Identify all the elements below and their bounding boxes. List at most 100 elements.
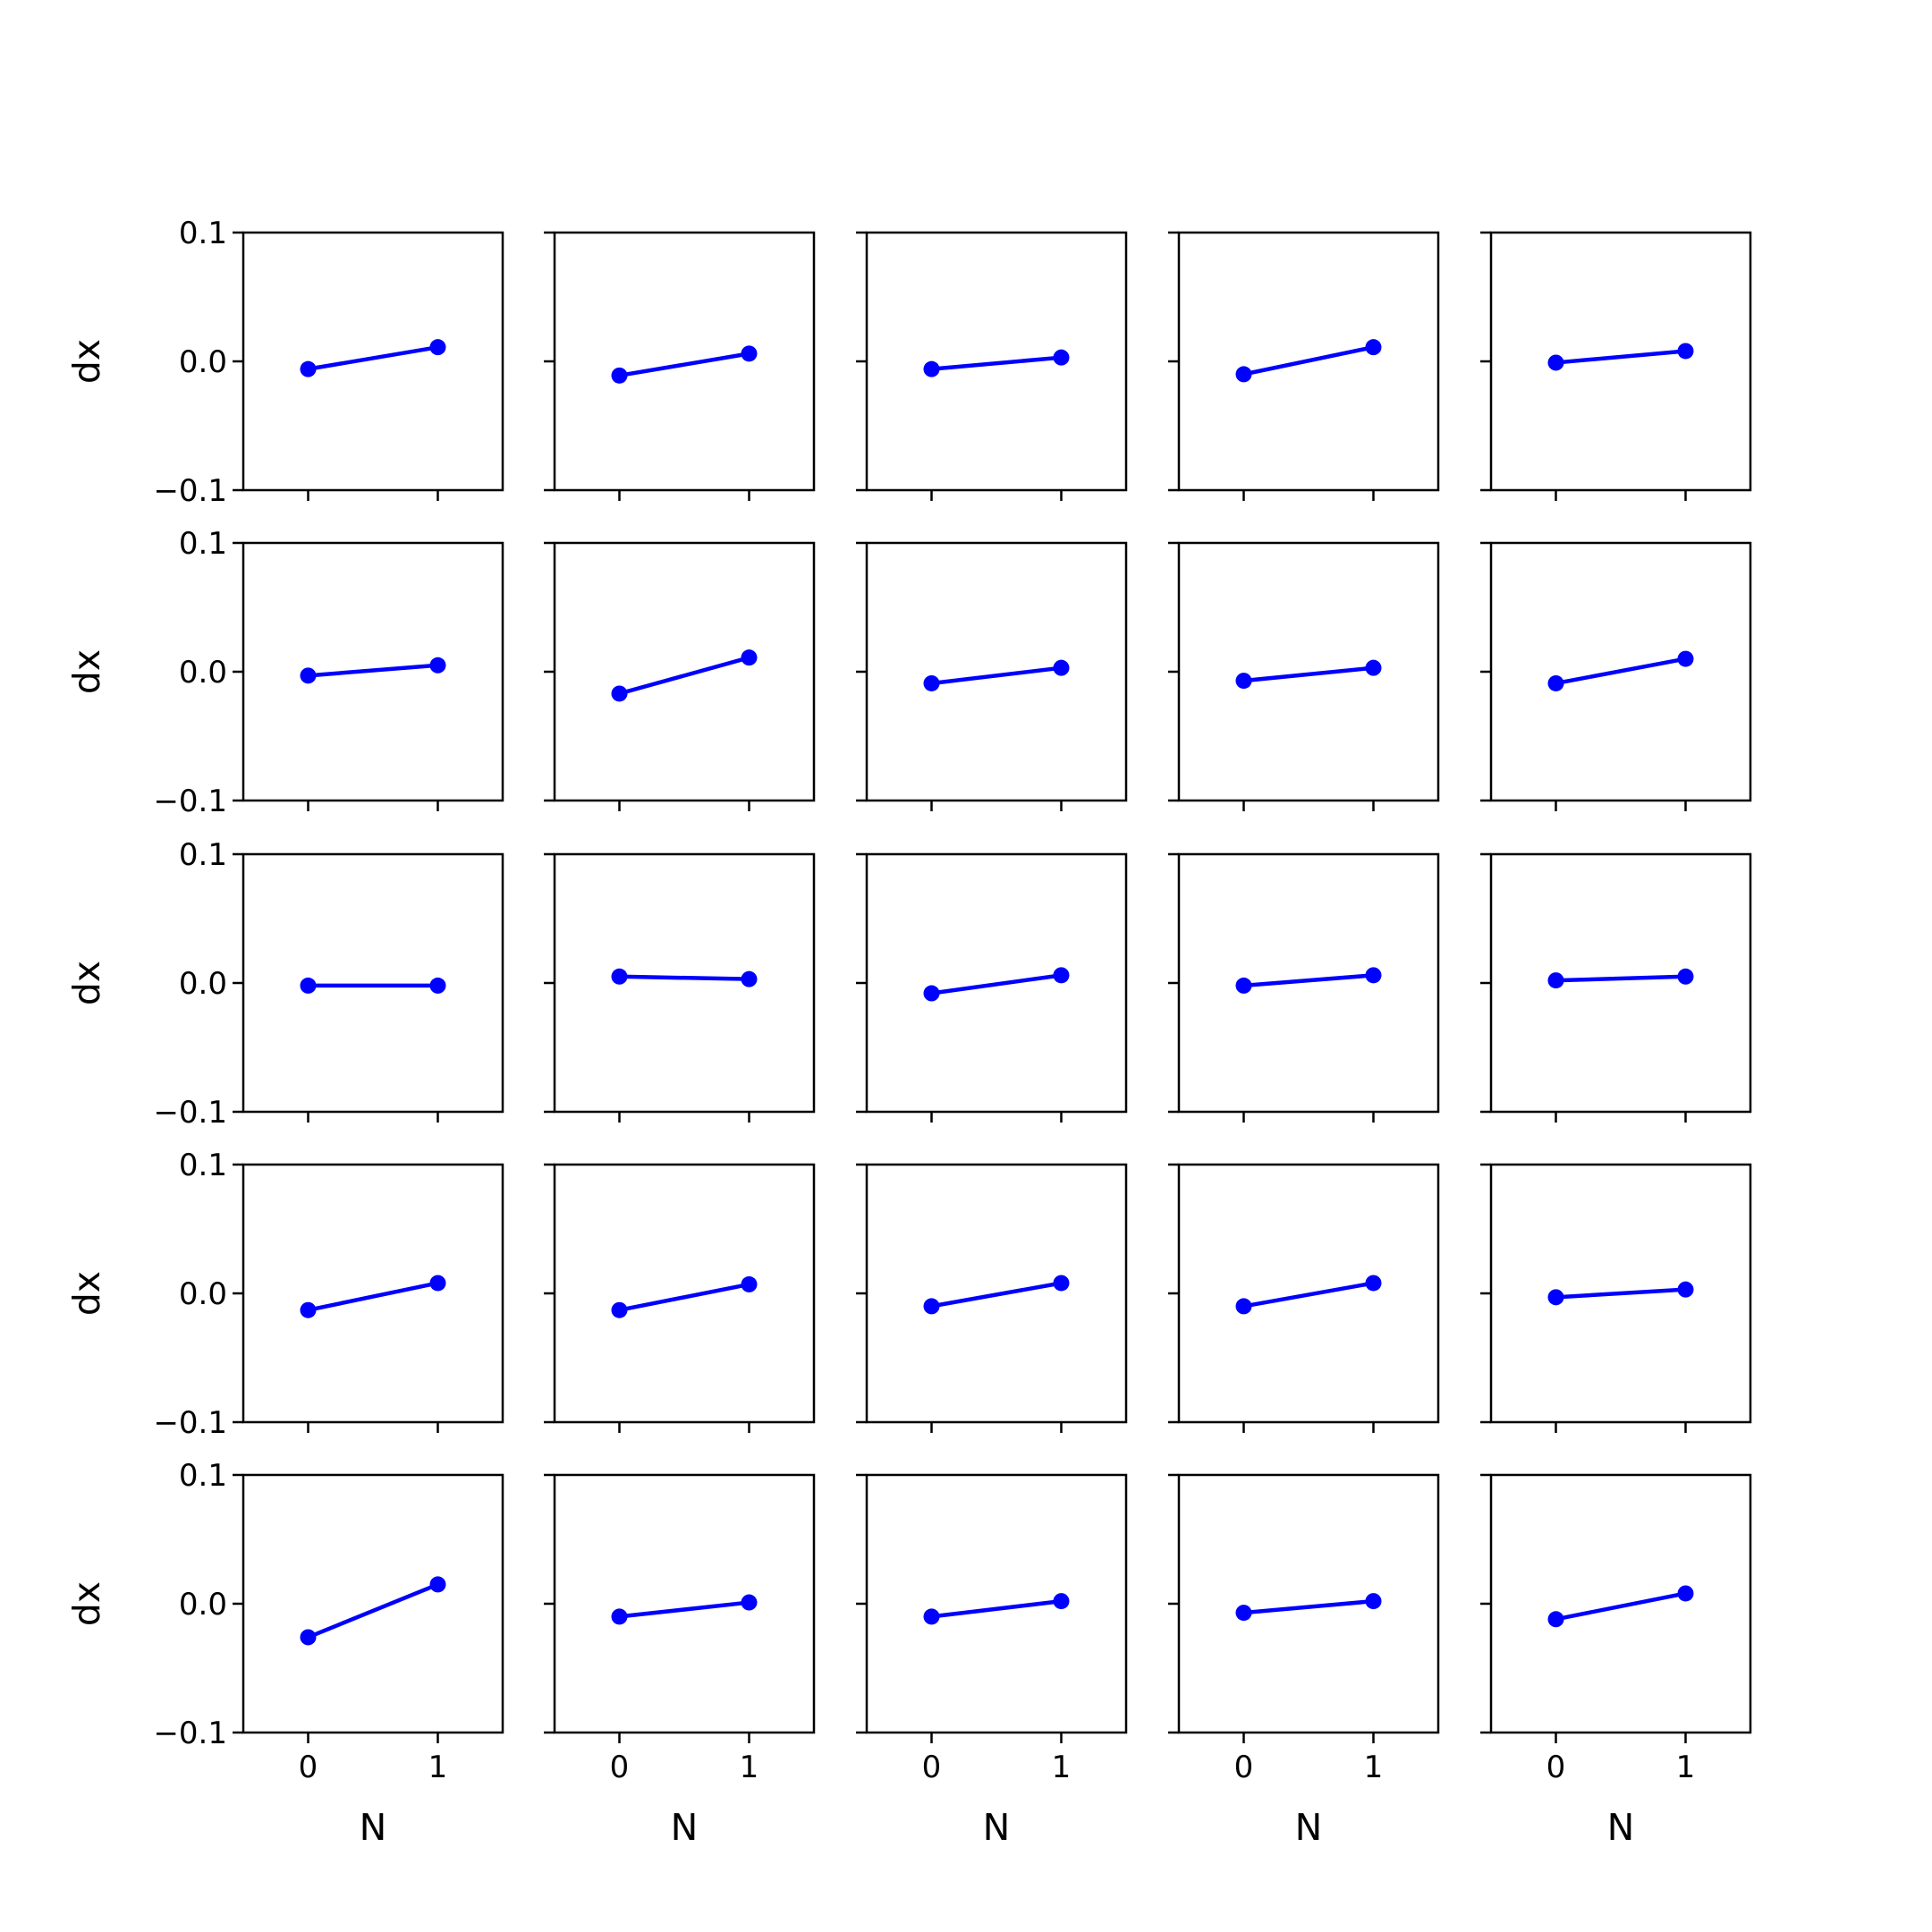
panel-r1c1-point-1 — [741, 649, 758, 666]
panel-r4c0-ylabel: dx — [65, 1581, 108, 1626]
panel-r0c2 — [856, 231, 1128, 501]
panel-r0c2-point-0 — [923, 360, 940, 377]
panel-r3c3-series-line — [1243, 1281, 1374, 1309]
panel-r0c0-series-line — [308, 344, 438, 371]
panel-r4c1-point-0 — [611, 1608, 628, 1625]
panel-r1c3-point-0 — [1235, 673, 1252, 690]
panel-r3c1-point-1 — [741, 1275, 758, 1292]
panel-r3c4-point-0 — [1547, 1289, 1564, 1306]
panel-r4c4-xtick-label: 0 — [1546, 1750, 1566, 1785]
panel-r2c1-point-1 — [741, 970, 758, 987]
panel-r1c2-point-0 — [923, 674, 940, 691]
panel-r4c3-point-0 — [1235, 1605, 1252, 1622]
panel-r0c4-point-1 — [1677, 343, 1694, 360]
panel-r1c3-series-line — [1243, 665, 1374, 683]
panel-r2c2-point-1 — [1053, 967, 1070, 984]
panel-r0c1-frame — [553, 231, 816, 492]
panel-r4c2-xtick-label: 1 — [1052, 1750, 1072, 1785]
panel-r4c2-series-line — [931, 1598, 1062, 1619]
panel-r1c2-frame — [865, 541, 1128, 802]
panel-r1c1-point-0 — [611, 685, 628, 702]
panel-r1c3-frame — [1177, 541, 1440, 802]
panel-r3c1 — [544, 1163, 816, 1433]
panel-r4c3-xtick-label: 0 — [1234, 1750, 1254, 1785]
panel-r2c4-frame — [1489, 852, 1752, 1114]
panel-r0c3-point-0 — [1235, 366, 1252, 383]
panel-r2c4 — [1480, 852, 1752, 1123]
panel-r0c0-ytick-label: −0.1 — [153, 473, 227, 509]
panel-r4c2: 0 1 N — [856, 1473, 1128, 1849]
panel-r4c1-point-1 — [741, 1594, 758, 1611]
panel-r2c0: 0.1 0.0 −0.1 dx — [65, 837, 504, 1131]
panel-r0c0-point-0 — [300, 360, 317, 377]
panel-r1c0: 0.1 0.0 −0.1 dx — [65, 526, 504, 819]
panel-r1c4 — [1480, 541, 1752, 811]
panel-r0c4-series-line — [1555, 349, 1686, 365]
panel-r1c0-series-line — [308, 663, 438, 678]
panel-r4c0-point-0 — [300, 1629, 317, 1646]
panel-r3c0-series-line — [308, 1281, 438, 1312]
panel-r3c0-frame — [242, 1163, 504, 1424]
panel-r4c0-xtick-label: 1 — [428, 1750, 448, 1785]
panel-r0c0-ytick-label: 0.1 — [179, 216, 227, 251]
panel-r1c1-series-line — [618, 655, 750, 696]
panel-r3c0-ytick-label: −0.1 — [153, 1405, 227, 1441]
panel-r0c0-point-1 — [429, 339, 446, 356]
panel-r3c3 — [1168, 1163, 1440, 1433]
panel-r3c1-series-line — [619, 1282, 750, 1312]
panel-r4c0-ytick-label: −0.1 — [153, 1716, 227, 1751]
panel-r4c3: 0 1 N — [1168, 1473, 1440, 1849]
panel-r3c0-ylabel: dx — [65, 1271, 108, 1316]
panel-r4c2-frame — [865, 1473, 1128, 1734]
panel-r0c2-series-line — [931, 355, 1062, 371]
panel-r0c0-ylabel: dx — [65, 339, 108, 384]
panel-r3c0-ytick-label: 0.1 — [179, 1148, 227, 1183]
panel-r4c1-series-line — [619, 1600, 750, 1619]
panel-r2c0-point-0 — [300, 977, 317, 994]
panel-r4c3-point-1 — [1365, 1593, 1382, 1610]
panel-r1c4-point-1 — [1677, 650, 1694, 667]
panel-r3c0-ytick-label: 0.0 — [179, 1276, 227, 1312]
panel-r4c1-xtick-label: 0 — [610, 1750, 630, 1785]
panel-r4c0-point-1 — [429, 1576, 446, 1593]
panel-r0c3-series-line — [1243, 344, 1374, 377]
panel-r3c1-point-0 — [611, 1301, 628, 1318]
panel-r2c3-frame — [1177, 852, 1440, 1114]
panel-r0c3-point-1 — [1365, 339, 1382, 356]
panel-r0c4 — [1480, 231, 1752, 501]
panel-r4c4-series-line — [1555, 1591, 1686, 1622]
panel-r2c3-series-line — [1243, 973, 1374, 988]
panel-r3c0-point-1 — [429, 1275, 446, 1292]
panel-r2c4-point-1 — [1677, 968, 1694, 985]
panel-r1c4-series-line — [1555, 657, 1686, 686]
panel-r1c0-ytick-label: 0.1 — [179, 526, 227, 562]
panel-r4c4-xtick-label: 1 — [1676, 1750, 1696, 1785]
panel-r4c4-frame — [1489, 1473, 1752, 1734]
panel-r2c1-point-0 — [611, 968, 628, 985]
panel-r3c2-point-0 — [923, 1298, 940, 1315]
panel-r4c0-ytick-label: 0.1 — [179, 1458, 227, 1494]
panel-r2c4-series-line — [1555, 974, 1686, 983]
panel-r4c2-point-1 — [1053, 1593, 1070, 1610]
panel-r4c0-frame — [242, 1473, 504, 1734]
panel-r4c0: 0.1 0.0 −0.1 0 1 dx N — [65, 1458, 504, 1849]
panel-r3c0: 0.1 0.0 −0.1 dx — [65, 1148, 504, 1441]
panel-r0c4-frame — [1489, 231, 1752, 492]
panel-r2c0-frame — [242, 852, 504, 1114]
panel-r0c0-frame — [242, 231, 504, 492]
panel-r2c1-frame — [553, 852, 816, 1114]
panel-r1c0-ytick-label: −0.1 — [153, 784, 227, 819]
panel-r1c3-point-1 — [1365, 659, 1382, 676]
panel-r2c3 — [1168, 852, 1440, 1123]
panel-r1c1 — [544, 541, 816, 811]
panel-r1c2-point-1 — [1053, 659, 1070, 676]
panel-r0c1 — [544, 231, 816, 501]
panel-r3c3-point-1 — [1365, 1275, 1382, 1292]
panel-r1c0-ytick-label: 0.0 — [179, 655, 227, 691]
panel-r2c3-point-0 — [1235, 977, 1252, 994]
panel-r4c4-point-1 — [1677, 1585, 1694, 1602]
panel-r4c0-ytick-label: 0.0 — [179, 1587, 227, 1623]
panel-r2c1-series-line — [619, 974, 750, 981]
panel-r0c1-point-1 — [741, 345, 758, 362]
